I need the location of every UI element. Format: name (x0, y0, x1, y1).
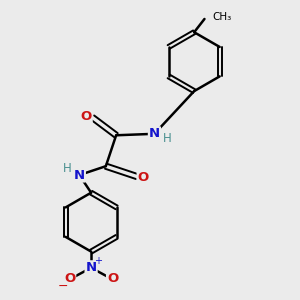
Text: N: N (149, 127, 160, 140)
Text: N: N (85, 261, 97, 274)
Text: H: H (63, 162, 71, 175)
Text: H: H (162, 132, 171, 145)
Text: N: N (74, 169, 85, 182)
Text: CH₃: CH₃ (213, 13, 232, 22)
Text: O: O (107, 272, 118, 285)
Text: O: O (138, 172, 149, 184)
Text: +: + (94, 256, 102, 266)
Text: O: O (80, 110, 92, 123)
Text: O: O (64, 272, 75, 285)
Text: −: − (57, 280, 68, 293)
